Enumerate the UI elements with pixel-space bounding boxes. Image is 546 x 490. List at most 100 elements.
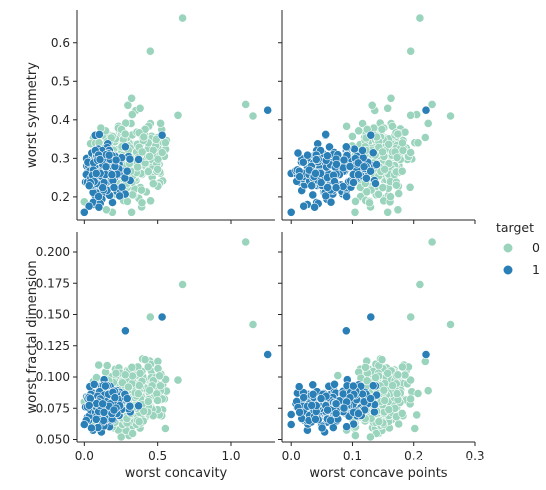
panel-r0-c1: [278, 10, 476, 224]
point-target-0: [143, 362, 153, 372]
point-target-1: [308, 380, 318, 390]
point-target-1: [311, 414, 320, 424]
point-target-0: [423, 386, 433, 396]
point-target-0: [420, 133, 430, 142]
point-target-1: [125, 401, 135, 411]
panel-r1-c0: 0.050 0.075 0.100 0.125 0.150 0.175 0.200 0.0 0.…: [25, 232, 275, 481]
y-tick-label: 0.5: [51, 74, 70, 88]
point-target-0: [134, 417, 144, 427]
point-target-0: [406, 148, 415, 157]
point-target-0: [123, 100, 133, 110]
point-target-1: [110, 393, 120, 403]
point-target-1: [79, 420, 89, 429]
y-tick-label: 0.175: [36, 276, 70, 290]
point-target-1: [372, 160, 381, 169]
y-tick-label: 0.4: [51, 113, 70, 127]
point-target-1: [353, 409, 363, 418]
point-target-0: [388, 381, 397, 390]
panel-r1-c1: 0.0 0.1 0.2 0.3 worst concave points: [278, 232, 485, 481]
point-target-1: [311, 155, 321, 164]
point-target-1: [366, 312, 376, 322]
point-target-1: [157, 130, 167, 140]
point-target-0: [157, 148, 167, 157]
point-target-1: [310, 202, 319, 212]
point-target-0: [377, 355, 387, 365]
point-target-0: [392, 153, 402, 162]
point-target-0: [378, 147, 387, 157]
point-target-1: [95, 129, 104, 139]
point-target-1: [421, 350, 431, 359]
point-target-0: [178, 13, 187, 23]
point-target-0: [102, 205, 111, 215]
y-axis-label: worst fractal dimension: [25, 260, 40, 413]
point-target-0: [446, 111, 455, 121]
point-target-1: [348, 381, 358, 391]
point-target-1: [293, 148, 303, 158]
point-target-1: [307, 400, 317, 410]
point-target-0: [365, 432, 375, 442]
point-target-1: [339, 155, 349, 165]
point-target-1: [339, 403, 349, 413]
point-target-0: [120, 370, 130, 380]
point-target-1: [349, 178, 358, 187]
point-target-1: [286, 420, 296, 429]
point-target-0: [118, 378, 127, 388]
point-target-0: [127, 207, 137, 217]
point-target-0: [374, 189, 383, 199]
point-target-0: [398, 145, 408, 155]
point-target-0: [137, 185, 146, 195]
point-target-1: [295, 172, 304, 182]
point-target-1: [125, 154, 135, 164]
point-target-0: [153, 164, 162, 174]
point-target-0: [127, 93, 137, 103]
point-target-0: [397, 166, 407, 176]
point-target-0: [143, 167, 153, 176]
point-target-0: [406, 394, 415, 404]
point-target-1: [99, 407, 109, 417]
point-target-1: [111, 155, 121, 165]
point-target-1: [371, 179, 380, 188]
point-target-1: [366, 130, 376, 140]
point-target-0: [397, 138, 407, 148]
point-target-1: [121, 326, 130, 336]
point-target-1: [101, 162, 111, 172]
point-target-0: [351, 196, 360, 206]
point-target-1: [104, 150, 114, 160]
point-target-0: [354, 126, 364, 136]
point-target-0: [367, 100, 377, 110]
point-target-1: [134, 154, 143, 164]
point-target-1: [157, 312, 167, 322]
y-tick-label: 0.200: [36, 245, 70, 259]
point-target-1: [342, 192, 351, 201]
point-target-0: [146, 196, 155, 206]
point-target-1: [368, 148, 378, 158]
point-target-0: [135, 103, 145, 113]
point-target-0: [137, 198, 147, 208]
legend-title: target: [496, 220, 534, 235]
point-target-1: [101, 381, 110, 391]
point-target-1: [307, 181, 317, 191]
point-target-0: [383, 207, 393, 217]
legend-marker-0: [502, 242, 514, 254]
point-target-0: [415, 13, 425, 23]
point-target-0: [371, 373, 380, 382]
y-tick-label: 0.075: [36, 401, 70, 415]
point-target-0: [155, 381, 165, 391]
point-target-1: [84, 400, 94, 410]
point-target-0: [423, 119, 433, 128]
point-target-1: [107, 170, 117, 180]
point-target-0: [102, 361, 112, 370]
point-target-1: [330, 379, 339, 389]
x-tick-label: 0.1: [343, 449, 362, 463]
point-target-0: [393, 129, 403, 139]
point-target-0: [178, 280, 187, 289]
point-target-1: [326, 415, 335, 425]
point-target-1: [294, 382, 304, 392]
point-target-0: [361, 362, 370, 372]
point-target-1: [331, 183, 341, 193]
point-target-0: [427, 100, 437, 109]
point-target-0: [412, 410, 422, 420]
point-target-1: [342, 422, 351, 432]
point-target-1: [122, 166, 132, 176]
point-target-1: [322, 151, 332, 161]
